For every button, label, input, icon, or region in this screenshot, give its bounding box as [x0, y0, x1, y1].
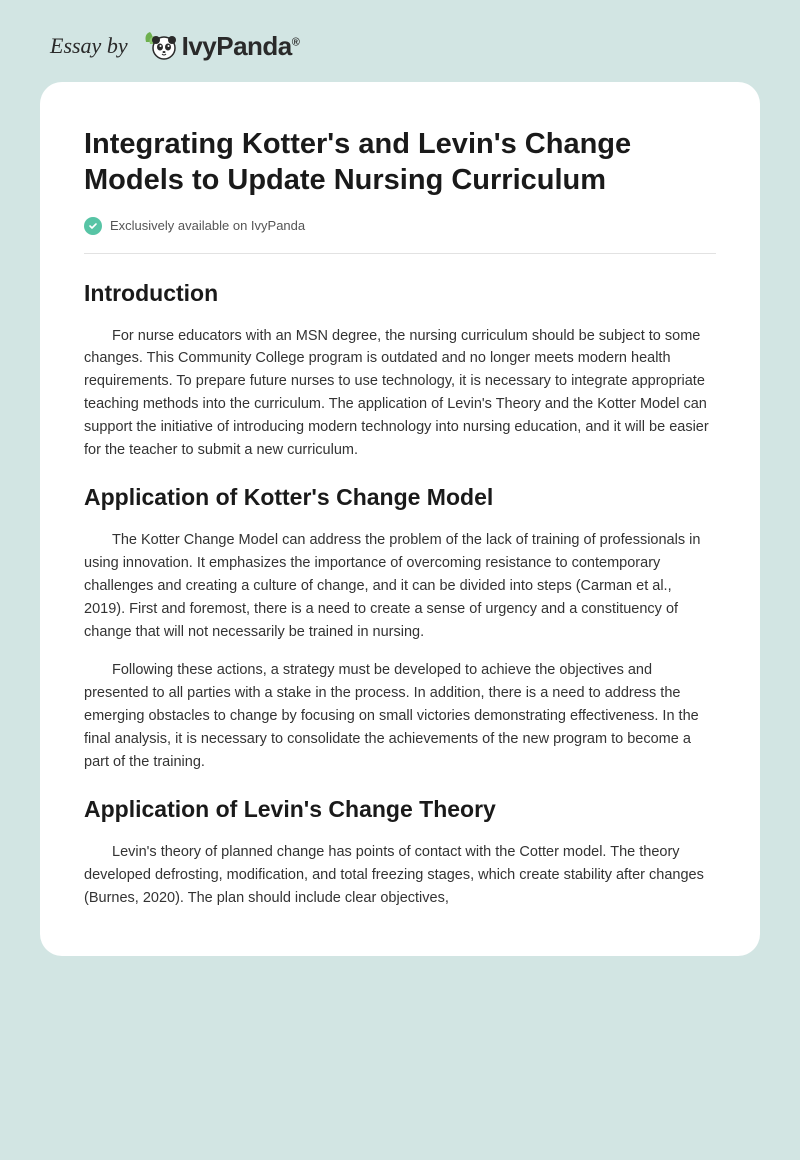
- section-heading: Application of Kotter's Change Model: [84, 484, 716, 511]
- paragraph: The Kotter Change Model can address the …: [84, 529, 716, 644]
- essay-by-label: Essay by: [50, 33, 128, 59]
- section-heading: Introduction: [84, 280, 716, 307]
- essay-title: Integrating Kotter's and Levin's Change …: [84, 126, 716, 199]
- check-icon: [84, 217, 102, 235]
- section-heading: Application of Levin's Change Theory: [84, 796, 716, 823]
- availability-badge: Exclusively available on IvyPanda: [84, 217, 716, 254]
- page-header: Essay by IvyPanda®: [0, 0, 800, 82]
- paragraph: Levin's theory of planned change has poi…: [84, 841, 716, 910]
- brand-name: IvyPanda®: [182, 31, 300, 62]
- panda-leaf-icon: [142, 28, 178, 64]
- badge-text: Exclusively available on IvyPanda: [110, 218, 305, 233]
- paragraph: Following these actions, a strategy must…: [84, 659, 716, 774]
- brand-logo: IvyPanda®: [142, 28, 300, 64]
- paragraph: For nurse educators with an MSN degree, …: [84, 325, 716, 462]
- essay-card: Integrating Kotter's and Levin's Change …: [40, 82, 760, 956]
- registered-mark: ®: [292, 36, 300, 48]
